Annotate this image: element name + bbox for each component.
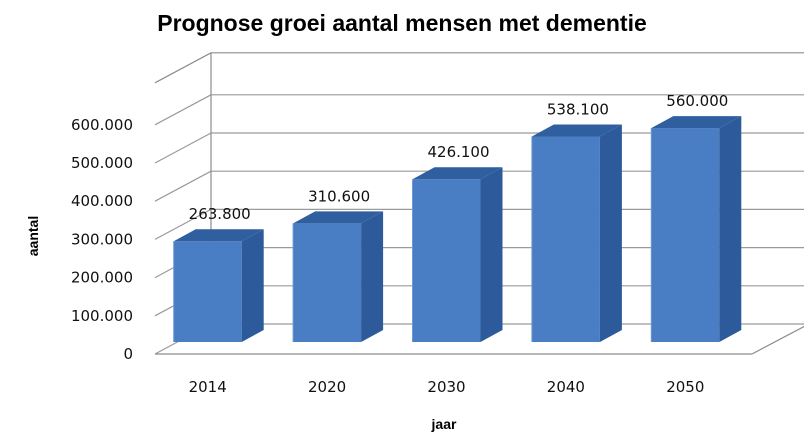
data-label: 310.600: [308, 187, 370, 205]
y-tick-label: 100.000: [71, 307, 133, 325]
y-tick-label: 600.000: [71, 116, 133, 134]
y-tick-label: 300.000: [71, 230, 133, 248]
y-tick-label: 0: [123, 345, 133, 363]
x-tick-label: 2014: [189, 378, 227, 396]
y-axis-title: aantal: [25, 216, 41, 256]
bar-side: [719, 116, 742, 342]
gridline-side: [154, 170, 212, 202]
bar-front: [531, 136, 600, 342]
gridline-side: [154, 94, 212, 126]
x-tick-label: 2020: [308, 378, 346, 396]
y-tick-label: 400.000: [71, 192, 133, 210]
data-label: 426.100: [427, 143, 489, 161]
x-tick-label: 2040: [547, 378, 585, 396]
gridline-side: [154, 208, 212, 240]
bars: [173, 116, 742, 342]
y-tick-label: 200.000: [71, 269, 133, 287]
data-label: 263.800: [189, 205, 251, 223]
wall-top-edge-side: [154, 52, 212, 84]
x-axis-title: jaar: [431, 416, 457, 432]
y-tick-label: 500.000: [71, 154, 133, 172]
bar-front: [293, 223, 362, 342]
bar-front: [173, 241, 242, 342]
data-label: 560.000: [666, 92, 728, 110]
gridline-side: [154, 132, 212, 164]
bar-top: [531, 124, 622, 137]
x-tick-label: 2030: [427, 378, 465, 396]
bar-top: [293, 211, 384, 224]
data-labels: 263.800 310.600 426.100 538.100 560.000: [189, 92, 729, 223]
bar-top: [651, 116, 742, 129]
x-tick-label: 2050: [666, 378, 704, 396]
x-axis-ticks: 2014 2020 2030 2040 2050: [189, 378, 705, 396]
bar-front: [412, 179, 481, 342]
bar-front: [651, 128, 720, 342]
bar-top: [173, 229, 264, 242]
bar-side: [241, 229, 264, 342]
bar-side: [361, 211, 384, 342]
chart-title: Prognose groei aantal mensen met dementi…: [157, 10, 647, 36]
floor-right-edge: [751, 325, 804, 355]
y-axis-ticks: 0 100.000 200.000 300.000 400.000 500.000 600.…: [71, 116, 133, 363]
bar-top: [412, 167, 503, 180]
bar-side: [599, 124, 622, 342]
data-label: 538.100: [547, 100, 609, 118]
bar-side: [480, 167, 503, 342]
